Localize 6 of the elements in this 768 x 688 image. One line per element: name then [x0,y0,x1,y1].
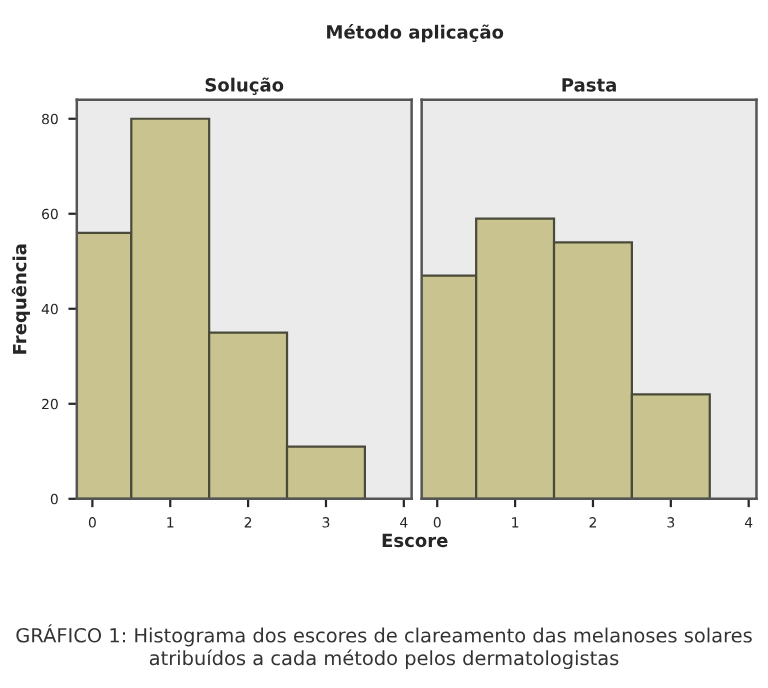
text: GRÁFICO 1: Histograma dos escores de clareamento das melanoses solares atribuídos a cada método pelos dermatologistas [16,624,752,670]
y-axis-title: Frequência [11,244,30,354]
text: Método aplicação [327,24,504,43]
x-axis-title: Escore [382,533,448,548]
chart-title: Pasta [562,78,616,92]
chart-title: Solução [205,77,284,95]
